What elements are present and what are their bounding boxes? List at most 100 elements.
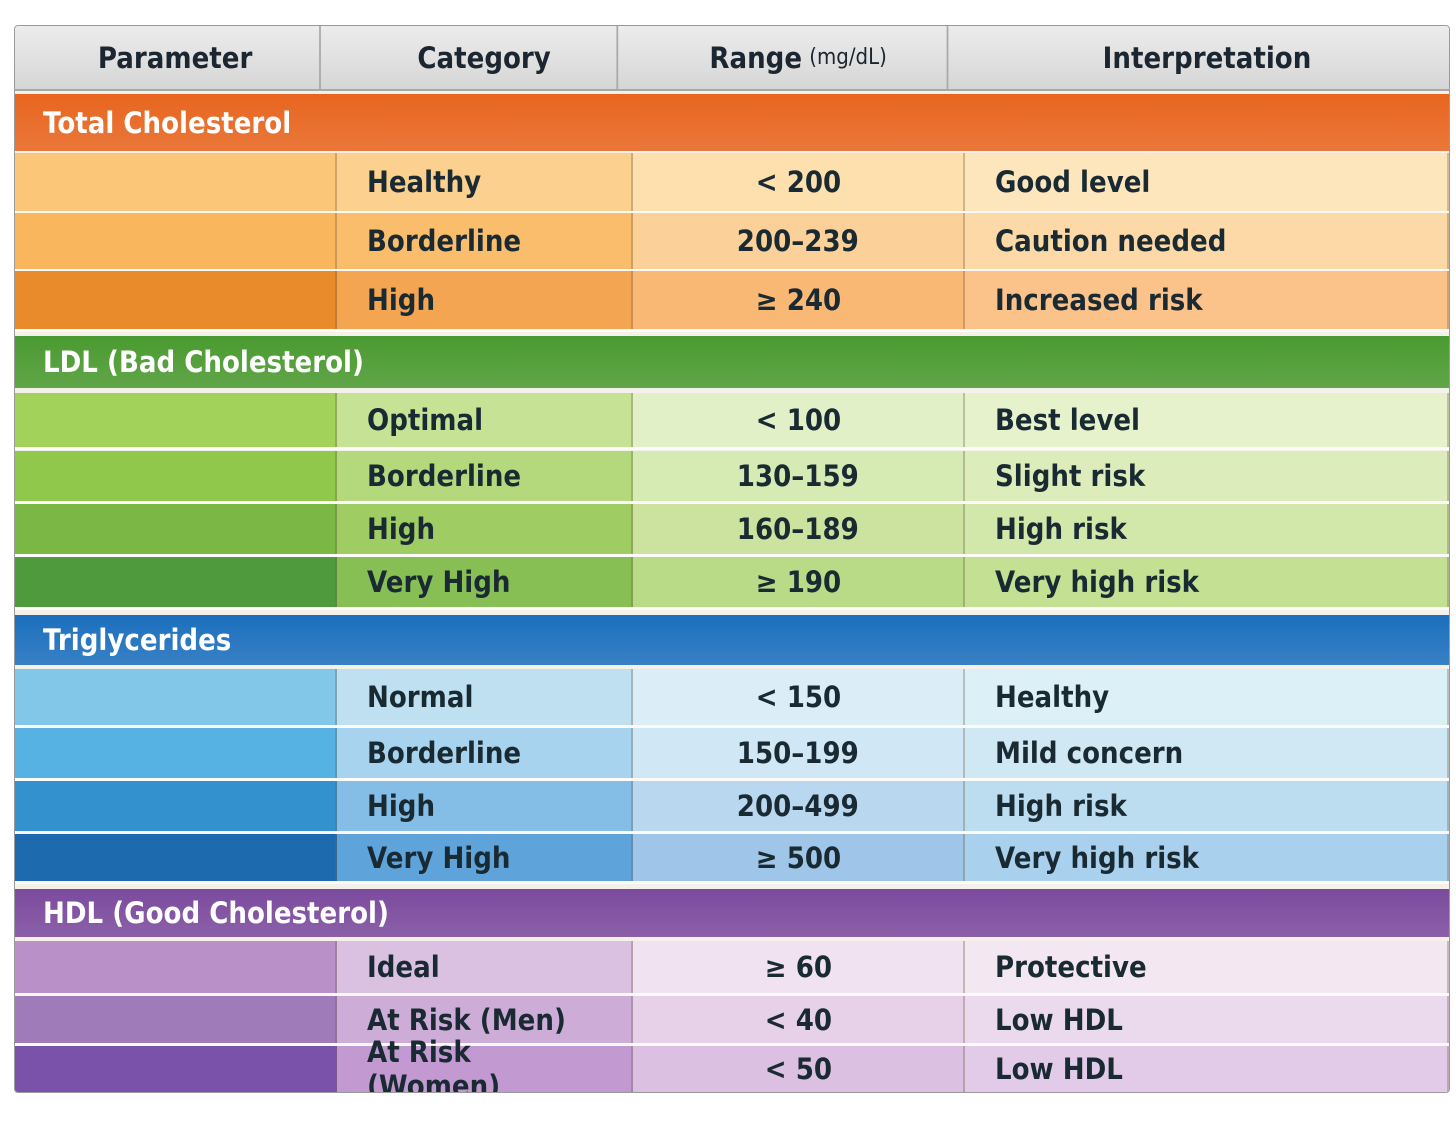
table-row: At Risk (Women) < 50 Low HDL <box>15 1035 1449 1092</box>
header-range: Range (mg/dL) <box>650 26 949 89</box>
parameter-cell <box>15 669 337 725</box>
range-cell: ≥ 60 <box>633 941 965 993</box>
section-title: LDL (Bad Cholesterol) <box>43 345 364 379</box>
interpretation-cell: Very high risk <box>965 834 1449 881</box>
category-cell: High <box>337 781 633 831</box>
header-interpretation-label: Interpretation <box>1102 40 1312 75</box>
header-range-unit: (mg/dL) <box>809 45 887 70</box>
header-range-label: Range <box>709 40 803 75</box>
range-cell-text: 150–199 <box>736 736 860 770</box>
table-row: High 160–189 High risk <box>15 504 1449 557</box>
range-cell-text: ≥ 500 <box>755 840 841 875</box>
category-cell: High <box>337 271 633 329</box>
category-cell-text: Borderline <box>367 736 522 770</box>
range-cell: < 150 <box>633 669 965 725</box>
parameter-cell <box>15 728 337 778</box>
range-cell-text: < 100 <box>755 403 841 437</box>
range-cell-text: ≥ 240 <box>755 283 841 317</box>
range-cell: 160–189 <box>633 504 965 554</box>
range-cell-text: ≥ 190 <box>755 565 841 599</box>
parameter-cell <box>15 153 337 211</box>
range-cell-text: 130–159 <box>736 459 860 493</box>
parameter-cell <box>15 393 337 447</box>
category-cell: Very High <box>337 834 633 881</box>
category-cell-text: Very High <box>367 840 511 875</box>
interpretation-cell: Best level <box>965 393 1449 447</box>
range-cell: < 40 <box>633 996 965 1043</box>
interpretation-cell-text: High risk <box>995 789 1127 823</box>
table-row: High ≥ 240 Increased risk <box>15 271 1449 332</box>
interpretation-cell: Very high risk <box>965 557 1449 607</box>
interpretation-cell-text: Very high risk <box>995 565 1200 599</box>
interpretation-cell: Caution needed <box>965 213 1449 269</box>
parameter-cell <box>15 213 337 269</box>
section-title: Triglycerides <box>43 623 232 657</box>
category-cell: Optimal <box>337 393 633 447</box>
table-row: Very High ≥ 500 Very high risk <box>15 834 1449 884</box>
section-header: LDL (Bad Cholesterol) <box>15 336 1449 388</box>
interpretation-cell: Low HDL <box>965 996 1449 1043</box>
interpretation-cell-text: Very high risk <box>995 840 1200 875</box>
interpretation-cell-text: Best level <box>995 403 1141 437</box>
category-cell-text: Normal <box>367 680 474 714</box>
parameter-cell <box>15 941 337 993</box>
category-cell-text: At Risk (Women) <box>367 1035 501 1093</box>
category-cell-text: Borderline <box>367 459 522 493</box>
interpretation-cell-text: Protective <box>995 950 1147 984</box>
interpretation-cell: Mild concern <box>965 728 1449 778</box>
category-cell: Ideal <box>337 941 633 993</box>
range-cell: ≥ 240 <box>633 271 965 329</box>
table-row: Borderline 150–199 Mild concern <box>15 728 1449 781</box>
category-cell: Borderline <box>337 213 633 269</box>
range-cell: ≥ 190 <box>633 557 965 607</box>
interpretation-cell-text: Low HDL <box>995 1052 1123 1086</box>
interpretation-cell-text: Good level <box>995 165 1151 199</box>
interpretation-cell: Healthy <box>965 669 1449 725</box>
interpretation-cell: Good level <box>965 153 1449 211</box>
table-row: Very High ≥ 190 Very high risk <box>15 557 1449 610</box>
interpretation-cell-text: Caution needed <box>995 224 1227 258</box>
section-header: Triglycerides <box>15 615 1449 665</box>
category-cell: Borderline <box>337 728 633 778</box>
category-cell: High <box>337 504 633 554</box>
table-row: High 200–499 High risk <box>15 781 1449 834</box>
parameter-cell <box>15 834 337 881</box>
interpretation-cell: High risk <box>965 504 1449 554</box>
category-cell: Normal <box>337 669 633 725</box>
category-cell-text: High <box>367 512 436 546</box>
range-cell: 200–239 <box>633 213 965 269</box>
category-cell-text: At Risk (Men) <box>367 1002 566 1037</box>
interpretation-cell: Slight risk <box>965 451 1449 501</box>
interpretation-cell-text: Increased risk <box>995 283 1203 317</box>
category-cell-text: High <box>367 283 436 317</box>
table-row: Healthy < 200 Good level <box>15 153 1449 214</box>
category-cell-text: Healthy <box>367 165 482 199</box>
parameter-cell <box>15 271 337 329</box>
interpretation-cell-text: High risk <box>995 512 1127 546</box>
range-cell-text: < 200 <box>755 165 841 199</box>
range-cell: < 200 <box>633 153 965 211</box>
range-cell-text: 160–189 <box>736 512 860 546</box>
range-cell-text: < 40 <box>764 1002 832 1037</box>
table-row: Optimal < 100 Best level <box>15 393 1449 450</box>
interpretation-cell: High risk <box>965 781 1449 831</box>
category-cell: At Risk (Men) <box>337 996 633 1043</box>
interpretation-cell: Low HDL <box>965 1046 1449 1092</box>
section-header: Total Cholesterol <box>15 94 1449 151</box>
range-cell-text: < 50 <box>764 1052 832 1086</box>
category-cell-text: Borderline <box>367 224 522 258</box>
range-cell-text: ≥ 60 <box>764 950 832 984</box>
category-cell: Healthy <box>337 153 633 211</box>
range-cell: < 50 <box>633 1046 965 1092</box>
table-row: Borderline 130–159 Slight risk <box>15 451 1449 504</box>
interpretation-cell-text: Mild concern <box>995 736 1184 770</box>
interpretation-cell-text: Low HDL <box>995 1002 1123 1037</box>
category-cell: Very High <box>337 557 633 607</box>
category-cell-text: Ideal <box>367 950 440 984</box>
header-parameter: Parameter <box>31 26 321 89</box>
table-row: Normal < 150 Healthy <box>15 669 1449 728</box>
category-cell: At Risk (Women) <box>337 1035 633 1092</box>
range-cell-text: 200–239 <box>736 224 860 258</box>
category-cell-text: High <box>367 789 436 823</box>
interpretation-cell-text: Slight risk <box>995 459 1146 493</box>
